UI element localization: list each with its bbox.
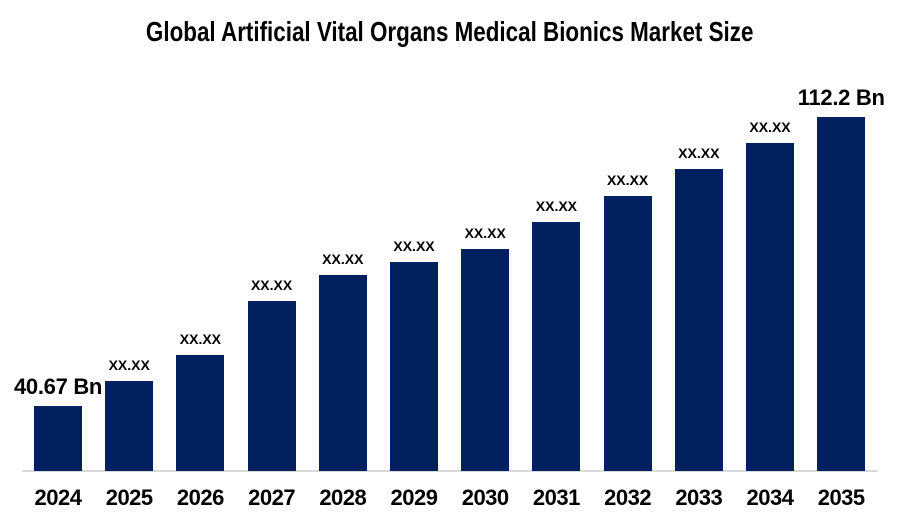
bar-2030 bbox=[461, 249, 510, 471]
bar-2033 bbox=[674, 169, 723, 471]
bar-2026 bbox=[176, 355, 225, 471]
bar-value-label-2033: XX.XX bbox=[678, 145, 720, 161]
x-tick-label-2035: 2035 bbox=[817, 485, 865, 510]
x-tick-label-2026: 2026 bbox=[176, 485, 224, 510]
bar-2025 bbox=[105, 381, 154, 471]
x-tick-label-2028: 2028 bbox=[319, 485, 367, 510]
bar-2032 bbox=[603, 196, 652, 471]
x-tick-label-2033: 2033 bbox=[675, 485, 723, 510]
x-tick-label-2032: 2032 bbox=[604, 485, 652, 510]
chart-title: Global Artificial Vital Organs Medical B… bbox=[0, 16, 900, 48]
x-tick-label-2031: 2031 bbox=[532, 485, 580, 510]
bar-2024 bbox=[34, 406, 82, 471]
bar-value-label-2026: XX.XX bbox=[179, 331, 222, 347]
bar-value-label-2032: XX.XX bbox=[606, 172, 649, 188]
bar-value-label-2035: 112.2 Bn bbox=[797, 85, 885, 110]
bar-2028 bbox=[318, 275, 367, 471]
bar-2035 bbox=[817, 117, 866, 471]
bar-2029 bbox=[390, 262, 438, 471]
bar-2031 bbox=[532, 222, 581, 471]
x-tick-label-2030: 2030 bbox=[461, 485, 509, 510]
chart-title-text: Global Artificial Vital Organs Medical B… bbox=[146, 16, 754, 47]
bar-2034 bbox=[746, 143, 794, 471]
x-tick-label-2027: 2027 bbox=[248, 485, 296, 510]
x-axis-line bbox=[22, 470, 878, 472]
bar-value-label-2030: XX.XX bbox=[464, 225, 506, 241]
bar-value-label-2027: XX.XX bbox=[250, 277, 293, 293]
bar-value-label-2031: XX.XX bbox=[535, 198, 578, 214]
bar-value-label-2025: XX.XX bbox=[108, 357, 150, 373]
bar-value-label-2024: 40.67 Bn bbox=[13, 374, 103, 399]
bar-value-label-2028: XX.XX bbox=[322, 251, 364, 267]
x-tick-label-2034: 2034 bbox=[746, 485, 794, 510]
bar-value-label-2034: XX.XX bbox=[749, 119, 791, 135]
bar-value-label-2029: XX.XX bbox=[393, 238, 435, 254]
x-tick-label-2024: 2024 bbox=[34, 485, 82, 510]
x-tick-label-2025: 2025 bbox=[105, 485, 153, 510]
x-tick-label-2029: 2029 bbox=[390, 485, 438, 510]
bar-2027 bbox=[247, 301, 296, 471]
